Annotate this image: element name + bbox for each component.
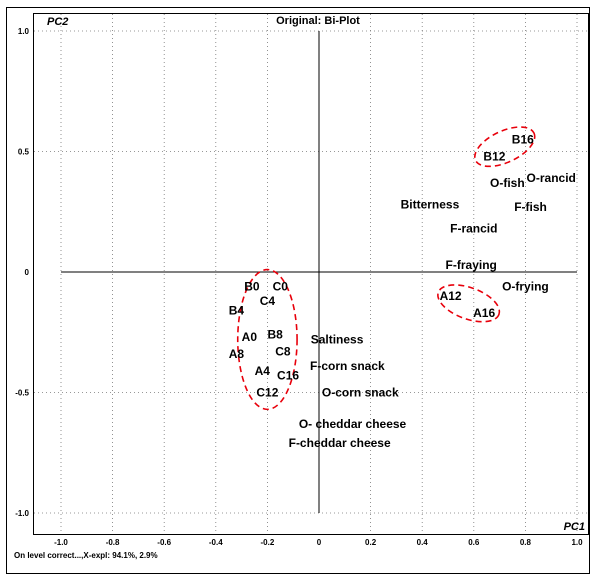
plot-border [33, 13, 589, 535]
grid-lines [34, 14, 588, 534]
point-label: O-rancid [527, 171, 576, 185]
x-tick-label: 0.6 [468, 538, 480, 547]
point-labels: B16 B12 O-fish O-rancid Bitterness F-fish F-ra… [229, 132, 576, 450]
point-label: F-fraying [446, 258, 497, 272]
point-label: A0 [242, 330, 258, 344]
point-label: B4 [229, 304, 245, 318]
cluster-ellipse [236, 268, 298, 411]
x-tick-label: -0.4 [209, 538, 223, 547]
point-label: B8 [267, 328, 283, 342]
point-label: B16 [512, 132, 534, 146]
point-label: C12 [256, 386, 278, 400]
y-tick-label: 1.0 [18, 27, 30, 36]
x-tick-label: 0.8 [520, 538, 532, 547]
x-tick-label: 0 [317, 538, 322, 547]
point-label: C8 [275, 345, 291, 359]
point-label: B0 [244, 279, 260, 293]
chart-title: Original: Bi-Plot [276, 15, 360, 27]
y-tick-label: -0.5 [15, 389, 29, 398]
cluster-ellipse [473, 126, 536, 168]
point-label: O-corn snack [322, 386, 399, 400]
point-label: C4 [260, 294, 276, 308]
point-label: Saltiness [311, 332, 364, 346]
point-label: C0 [273, 279, 289, 293]
y-tick-label: -1.0 [15, 509, 29, 518]
y-tick-label: 0 [25, 268, 30, 277]
x-tick-label: 0.4 [417, 538, 429, 547]
point-label: A16 [473, 306, 495, 320]
tick-labels: -1.0 -0.8 -0.6 -0.4 -0.2 0 0.2 0.4 0.6 0.8 1.0 1.0 0… [15, 27, 583, 547]
outer-border [6, 7, 590, 574]
point-label: Bitterness [401, 198, 460, 212]
point-label: O-fish [490, 176, 525, 190]
point-label: F-fish [514, 200, 547, 214]
point-label: O- cheddar cheese [299, 417, 407, 431]
x-tick-label: -0.6 [157, 538, 171, 547]
y-tick-label: 0.5 [18, 148, 30, 157]
point-label: F-cheddar cheese [289, 436, 391, 450]
point-label: F-corn snack [310, 359, 385, 373]
zero-axes [61, 31, 577, 513]
x-axis-label: PC1 [564, 521, 585, 533]
cluster-ellipses [236, 126, 536, 411]
point-label: B12 [483, 149, 505, 163]
point-label: F-rancid [450, 222, 497, 236]
x-tick-label: 1.0 [571, 538, 583, 547]
point-label: A8 [229, 347, 245, 361]
point-label: C16 [277, 369, 299, 383]
x-tick-label: 0.2 [365, 538, 377, 547]
x-tick-label: -0.2 [261, 538, 275, 547]
point-label: A4 [255, 364, 271, 378]
x-tick-label: -0.8 [106, 538, 120, 547]
cluster-ellipse [437, 284, 501, 323]
point-label: A12 [440, 289, 462, 303]
point-label: O-frying [502, 279, 549, 293]
y-axis-label: PC2 [47, 16, 68, 28]
x-tick-label: -1.0 [54, 538, 68, 547]
footer-text: On level correct...,X-expl: 94.1%, 2.9% [14, 551, 158, 560]
